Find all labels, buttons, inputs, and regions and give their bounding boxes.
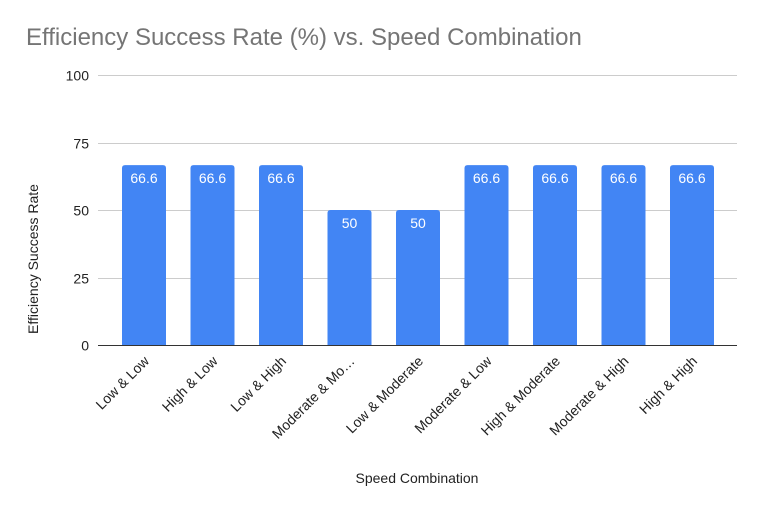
x-axis-title: Speed Combination [356, 470, 479, 486]
bars [122, 165, 714, 345]
chart-title: Efficiency Success Rate (%) vs. Speed Co… [26, 24, 582, 51]
bar [396, 210, 440, 345]
data-label: 50 [342, 215, 358, 231]
bar [464, 165, 509, 345]
bar [259, 165, 303, 345]
y-tick-label: 0 [81, 338, 89, 354]
data-label: 66.6 [130, 170, 157, 186]
y-tick-label: 75 [73, 136, 89, 152]
bar [533, 165, 577, 345]
y-tick-label: 100 [66, 68, 90, 84]
bar [670, 165, 714, 345]
y-tick-label: 25 [73, 271, 89, 287]
x-tick-label: Low & Low [92, 352, 152, 412]
y-tick-label: 50 [73, 203, 89, 219]
data-label: 66.6 [610, 170, 637, 186]
x-tick-label: High & Low [159, 352, 222, 415]
y-axis-title: Efficiency Success Rate [25, 184, 41, 334]
data-label: 66.6 [541, 170, 568, 186]
data-label: 66.6 [199, 170, 226, 186]
data-label: 66.6 [678, 170, 705, 186]
data-labels: 66.6 66.6 66.6 50 50 66.6 66.6 66.6 66.6 [130, 170, 705, 231]
bar [122, 165, 166, 345]
data-label: 50 [410, 215, 426, 231]
data-label: 66.6 [473, 170, 500, 186]
bar [327, 210, 372, 345]
x-tick-label: Low & High [227, 353, 289, 415]
bar [601, 165, 646, 345]
bar [190, 165, 235, 345]
x-tick-label: High & High [636, 353, 700, 417]
data-label: 66.6 [267, 170, 294, 186]
y-axis-ticks: 0 25 50 75 100 [66, 68, 90, 354]
